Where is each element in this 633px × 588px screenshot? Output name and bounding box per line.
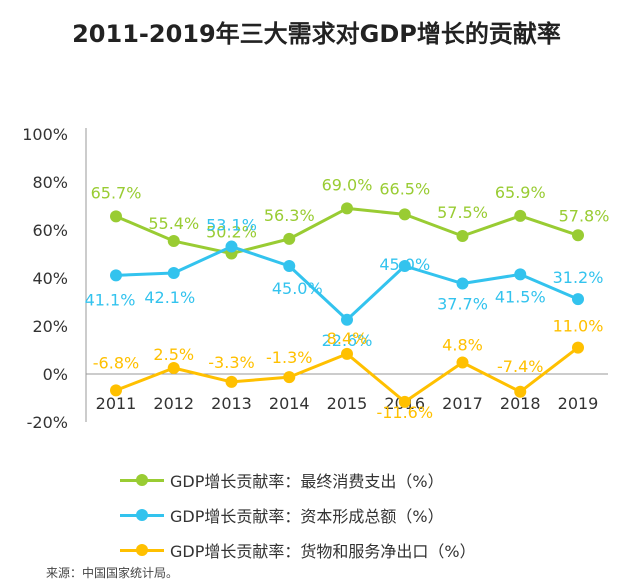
data-point-1 xyxy=(167,266,180,279)
data-label-1: 22.6% xyxy=(322,331,373,350)
data-label-1: 45.0% xyxy=(272,279,323,298)
data-point-1 xyxy=(110,269,122,282)
data-label-0: 57.8% xyxy=(559,206,610,225)
x-tick-label: 2019 xyxy=(558,394,599,413)
line-chart: 100% 80% 60% 40% 20% 0% -20% 2011 2012 2013 2014 20… xyxy=(22,125,610,432)
data-point-0 xyxy=(167,235,180,248)
legend-item-consumption: GDP增长贡献率：最终消费支出（%） xyxy=(120,462,476,497)
data-point-1 xyxy=(456,277,469,290)
data-label-2: -3.3% xyxy=(208,353,254,372)
chart-title: 2011-2019年三大需求对GDP增长的贡献率 xyxy=(72,20,561,48)
data-point-0 xyxy=(398,208,411,221)
data-label-0: 69.0% xyxy=(322,175,373,194)
data-point-2 xyxy=(110,384,122,397)
series-line-1 xyxy=(115,245,579,322)
data-point-0 xyxy=(456,230,469,242)
y-tick-label: 20% xyxy=(32,317,68,336)
data-point-1 xyxy=(283,260,296,272)
data-point-0 xyxy=(283,232,296,245)
x-tick-label: 2017 xyxy=(442,394,483,413)
data-label-2: 2.5% xyxy=(153,345,194,364)
data-label-2: -7.4% xyxy=(497,357,543,376)
data-label-1: 42.1% xyxy=(144,288,195,307)
data-label-2: -1.3% xyxy=(266,348,312,367)
data-label-2: 8.4% xyxy=(327,329,368,348)
data-point-0 xyxy=(572,229,584,242)
data-point-1 xyxy=(572,293,584,306)
x-tick-label: 2012 xyxy=(153,394,194,413)
data-point-1 xyxy=(398,260,411,272)
legend-label: GDP增长贡献率：资本形成总额（%） xyxy=(170,506,444,526)
x-tick-label: 2013 xyxy=(211,394,252,413)
legend-marker-icon xyxy=(120,543,164,557)
y-tick-label: 0% xyxy=(43,365,68,384)
data-point-2 xyxy=(167,362,180,374)
legend-label: GDP增长贡献率：最终消费支出（%） xyxy=(170,471,444,491)
legend-label: GDP增长贡献率：货物和服务净出口（%） xyxy=(170,541,476,561)
data-point-0 xyxy=(341,202,353,215)
x-tick-label: 2011 xyxy=(96,394,137,413)
data-label-0: 50.2% xyxy=(206,223,257,242)
legend-item-net-exports: GDP增长贡献率：货物和服务净出口（%） xyxy=(120,532,476,567)
data-point-2 xyxy=(225,375,238,388)
data-point-2 xyxy=(398,395,411,408)
x-tick-label: 2015 xyxy=(327,394,368,413)
data-label-0: 65.7% xyxy=(91,183,142,202)
data-label-1: 37.7% xyxy=(437,295,488,314)
data-point-0 xyxy=(110,210,122,223)
data-label-0: 56.3% xyxy=(264,206,315,225)
data-label-2: 11.0% xyxy=(553,317,604,336)
legend-marker-icon xyxy=(120,473,164,487)
data-point-0 xyxy=(514,209,527,222)
y-tick-label: 100% xyxy=(22,125,68,144)
y-tick-label: -20% xyxy=(27,413,68,432)
source-note: 来源：中国国家统计局。 xyxy=(46,566,179,580)
data-point-2 xyxy=(341,347,353,360)
data-label-1: 53.1% xyxy=(206,216,257,235)
data-point-1 xyxy=(225,240,238,253)
data-point-2 xyxy=(456,356,469,369)
data-label-1: 41.1% xyxy=(85,290,136,309)
data-label-0: 66.5% xyxy=(379,179,430,198)
data-point-1 xyxy=(514,268,527,281)
data-label-1: 41.5% xyxy=(495,287,546,306)
data-point-2 xyxy=(572,341,584,354)
data-label-0: 55.4% xyxy=(148,214,199,233)
data-label-2: 4.8% xyxy=(442,335,483,354)
data-label-0: 57.5% xyxy=(437,203,488,222)
data-point-2 xyxy=(514,385,527,398)
legend-marker-icon xyxy=(120,508,164,522)
y-tick-label: 40% xyxy=(32,269,68,288)
data-label-1: 45.0% xyxy=(379,255,430,274)
data-point-2 xyxy=(283,371,296,384)
x-tick-label: 2018 xyxy=(500,394,541,413)
data-label-1: 31.2% xyxy=(553,268,604,287)
data-label-0: 65.9% xyxy=(495,183,546,202)
y-tick-label: 80% xyxy=(32,173,68,192)
x-tick-label: 2014 xyxy=(269,394,310,413)
data-label-2: -11.6% xyxy=(376,403,433,422)
chart-legend: GDP增长贡献率：最终消费支出（%） GDP增长贡献率：资本形成总额（%） GD… xyxy=(120,462,476,567)
data-point-1 xyxy=(341,313,353,326)
legend-item-capital: GDP增长贡献率：资本形成总额（%） xyxy=(120,497,476,532)
data-label-2: -6.8% xyxy=(93,353,139,372)
y-tick-label: 60% xyxy=(32,221,68,240)
